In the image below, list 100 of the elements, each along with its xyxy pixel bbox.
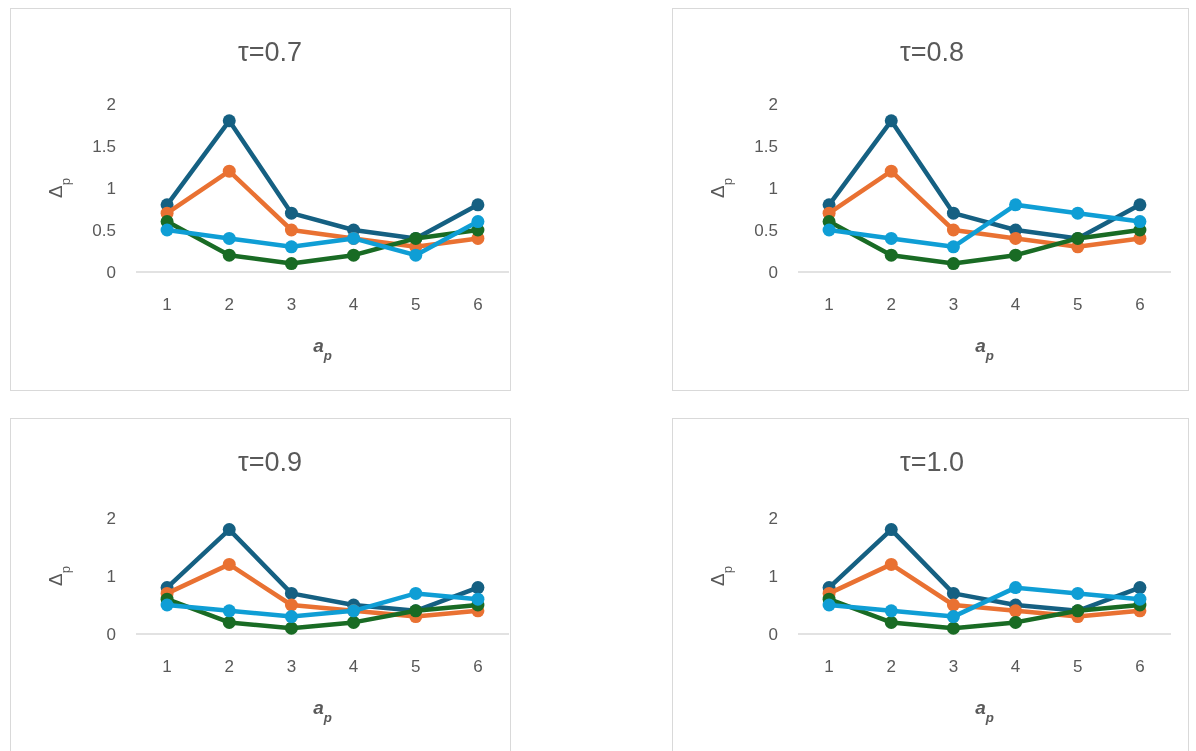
y-tick-label: 1.5 <box>92 136 116 156</box>
chart-title: τ=0.7 <box>238 37 302 67</box>
y-tick-label: 0 <box>768 624 778 644</box>
y-tick-label: 0.5 <box>754 220 778 240</box>
point <box>284 223 298 237</box>
point <box>222 523 236 537</box>
y-tick-label: 2 <box>768 508 778 528</box>
y-tick-label: 1 <box>768 566 778 586</box>
point <box>222 164 236 178</box>
x-tick-label: 3 <box>948 657 959 676</box>
x-tick-label: 5 <box>411 295 421 314</box>
x-tick-label: 3 <box>948 295 959 314</box>
y-tick-label: 0 <box>106 262 116 282</box>
x-tick-label: 2 <box>224 295 234 314</box>
x-tick-label: 5 <box>411 657 421 676</box>
point <box>284 240 298 254</box>
point <box>1071 206 1085 220</box>
point <box>409 586 423 600</box>
y-tick-label: 2 <box>106 508 116 528</box>
point <box>946 257 960 271</box>
point <box>222 615 236 629</box>
point <box>946 598 960 612</box>
point <box>884 231 898 245</box>
point <box>284 610 298 624</box>
y-tick-label: 0 <box>768 262 778 282</box>
point <box>284 598 298 612</box>
x-tick-label: 5 <box>1073 295 1083 314</box>
x-tick-label: 6 <box>473 295 483 314</box>
x-tick-label: 4 <box>348 657 359 676</box>
chart-title: τ=0.8 <box>900 37 964 67</box>
point <box>222 231 236 245</box>
point <box>946 240 960 254</box>
point <box>222 248 236 262</box>
x-tick-label: 4 <box>348 295 359 314</box>
point <box>946 621 960 635</box>
point <box>1009 231 1023 245</box>
point <box>1009 248 1023 262</box>
point <box>884 604 898 618</box>
x-tick-label: 3 <box>286 295 297 314</box>
x-tick-label: 5 <box>1073 657 1083 676</box>
y-tick-label: 1 <box>106 178 116 198</box>
x-tick-label: 2 <box>224 657 234 676</box>
point <box>1133 198 1147 212</box>
point <box>884 114 898 128</box>
point <box>284 257 298 271</box>
point <box>284 586 298 600</box>
point <box>471 592 485 606</box>
point <box>884 523 898 537</box>
point <box>946 610 960 624</box>
point <box>471 215 485 229</box>
x-tick-label: 6 <box>1135 295 1145 314</box>
point <box>946 206 960 220</box>
point <box>160 598 174 612</box>
point <box>222 604 236 618</box>
point <box>347 615 361 629</box>
point <box>160 223 174 237</box>
point <box>284 206 298 220</box>
point <box>222 114 236 128</box>
point <box>1009 615 1023 629</box>
y-tick-label: 0 <box>106 624 116 644</box>
chart-title: τ=1.0 <box>900 447 964 477</box>
x-tick-label: 2 <box>886 295 896 314</box>
y-tick-label: 1 <box>106 566 116 586</box>
point <box>347 248 361 262</box>
x-axis-title: a$_{p}$ <box>313 697 332 725</box>
x-axis-title: a$_{p}$ <box>313 335 332 363</box>
point <box>284 621 298 635</box>
point <box>1133 215 1147 229</box>
point <box>1009 581 1023 595</box>
x-axis-title: a$_{p}$ <box>975 697 994 725</box>
point <box>884 164 898 178</box>
point <box>946 223 960 237</box>
point <box>884 557 898 571</box>
x-tick-label: 1 <box>824 657 834 676</box>
y-tick-label: 1.5 <box>754 136 778 156</box>
chart-title: τ=0.9 <box>238 447 302 477</box>
point <box>822 598 836 612</box>
x-axis-title: a$_{p}$ <box>975 335 994 363</box>
x-tick-label: 4 <box>1010 657 1021 676</box>
x-tick-label: 6 <box>1135 657 1145 676</box>
point <box>884 248 898 262</box>
point <box>471 581 485 595</box>
x-tick-label: 2 <box>886 657 896 676</box>
x-tick-label: 4 <box>1010 295 1021 314</box>
y-tick-label: 2 <box>768 94 778 114</box>
x-tick-label: 1 <box>162 295 172 314</box>
x-tick-label: 6 <box>473 657 483 676</box>
point <box>471 198 485 212</box>
point <box>222 557 236 571</box>
point <box>1071 586 1085 600</box>
x-tick-label: 1 <box>162 657 172 676</box>
point <box>1133 581 1147 595</box>
point <box>884 615 898 629</box>
point <box>822 223 836 237</box>
y-tick-label: 0.5 <box>92 220 116 240</box>
point <box>1009 604 1023 618</box>
x-tick-label: 3 <box>286 657 297 676</box>
point <box>946 586 960 600</box>
x-tick-label: 1 <box>824 295 834 314</box>
point <box>409 248 423 262</box>
